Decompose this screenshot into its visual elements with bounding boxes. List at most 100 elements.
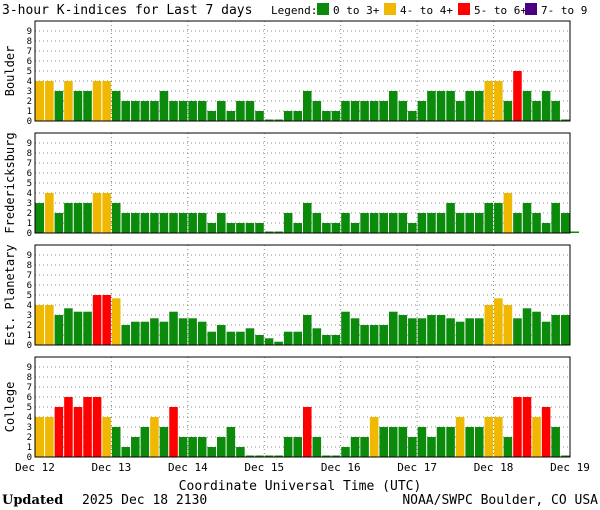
bar [140,321,150,345]
bar [369,101,379,121]
bar [474,427,484,457]
bar [494,81,503,121]
bar [350,318,360,345]
y-tick-label: 7 [27,271,32,281]
bar [436,315,446,345]
bar [513,318,522,345]
bar [73,311,83,345]
bar [570,231,580,233]
y-tick-label: 1 [27,107,32,117]
bar [465,91,474,121]
bar [427,91,436,121]
bar [312,328,322,345]
bar [341,213,350,233]
bar [226,111,236,121]
y-tick-label: 0 [27,453,32,463]
legend-label: Legend: [271,4,317,17]
bar [83,397,92,457]
bar [255,335,264,345]
bar [226,427,236,457]
bar [64,308,73,345]
bar [427,315,436,345]
bar [331,223,341,233]
bar [283,213,293,233]
bar [408,318,417,345]
bar [446,203,455,233]
bar [121,325,131,345]
bar [360,213,369,233]
bar [159,321,169,345]
bar [522,203,532,233]
bar [169,311,178,345]
bar [551,203,560,233]
bar [83,311,92,345]
bar [303,407,312,457]
y-tick-label: 3 [27,199,32,209]
bar [169,407,178,457]
legend-swatch-0 [317,3,329,15]
bar [522,308,532,345]
bar [560,213,570,233]
bar [494,203,503,233]
bar [398,101,408,121]
bar [197,437,207,457]
bar [465,318,474,345]
bar [150,417,159,457]
bar [54,91,64,121]
bar [388,213,398,233]
bar [322,335,331,345]
bar [121,447,131,457]
bar [455,101,465,121]
bar [560,119,570,121]
x-tick-label: Dec 16 [321,461,361,474]
bar [341,447,350,457]
bar [178,437,188,457]
bar [427,213,436,233]
bar [92,81,102,121]
bar [560,455,570,457]
bar [178,101,188,121]
bar [388,91,398,121]
bar [121,101,131,121]
x-tick-label: Dec 12 [15,461,55,474]
bar [369,213,379,233]
bar [484,203,494,233]
bar [474,91,484,121]
bar [197,101,207,121]
y-tick-label: 8 [27,149,32,159]
bar [408,437,417,457]
y-tick-label: 4 [27,189,32,199]
bar [245,328,255,345]
bar [274,119,283,121]
bar [408,111,417,121]
bar [245,101,255,121]
legend-text-2: 5- to 6+ [474,4,527,17]
bar [503,305,513,345]
bar [140,213,150,233]
bar [35,203,45,233]
bar [350,101,360,121]
bar [341,101,350,121]
y-tick-label: 4 [27,77,32,87]
bar [455,213,465,233]
bar [264,119,274,121]
y-tick-label: 0 [27,117,32,127]
bar [446,91,455,121]
bar [255,223,264,233]
y-tick-label: 0 [27,229,32,239]
y-tick-label: 8 [27,37,32,47]
bar [560,315,570,345]
bar [398,315,408,345]
bar [217,213,226,233]
y-tick-label: 5 [27,403,32,413]
bar [207,331,217,345]
bar [264,231,274,233]
bar [226,331,236,345]
x-tick-label: Dec 13 [92,461,132,474]
bar [379,427,388,457]
bar [283,437,293,457]
bar [331,335,341,345]
